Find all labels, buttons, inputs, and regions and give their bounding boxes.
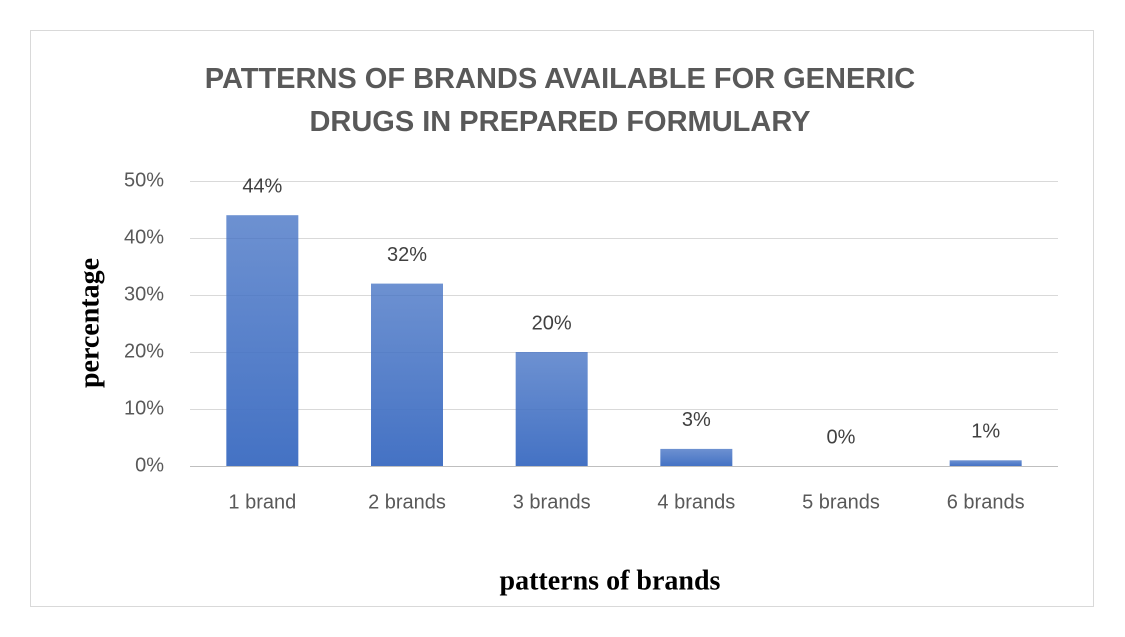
bar — [660, 448, 733, 466]
data-label: 20% — [532, 312, 572, 334]
y-tick-label: 40% — [124, 226, 164, 248]
x-tick-label: 5 brands — [802, 491, 880, 513]
x-axis-label: patterns of brands — [500, 565, 721, 596]
x-tick-label: 6 brands — [947, 491, 1025, 513]
data-label: 3% — [682, 409, 711, 431]
data-label: 1% — [971, 421, 1000, 443]
data-label: 32% — [387, 244, 427, 266]
x-tick-label: 3 brands — [513, 491, 591, 513]
y-tick-label: 30% — [124, 283, 164, 305]
bar — [515, 352, 588, 466]
y-tick-label: 50% — [124, 169, 164, 191]
y-axis-label: percentage — [74, 258, 105, 388]
y-tick-label: 0% — [135, 454, 164, 476]
x-tick-label: 1 brand — [228, 491, 296, 513]
bar — [226, 215, 299, 466]
x-tick-label: 4 brands — [657, 491, 735, 513]
data-label: 0% — [827, 426, 856, 448]
y-tick-label: 10% — [124, 397, 164, 419]
chart-frame — [30, 30, 1094, 607]
x-tick-label: 2 brands — [368, 491, 446, 513]
y-tick-label: 20% — [124, 340, 164, 362]
chart-title: PATTERNS OF BRANDS AVAILABLE FOR GENERIC… — [204, 63, 916, 138]
bar — [949, 460, 1022, 466]
data-label: 44% — [242, 175, 282, 197]
bar — [371, 283, 443, 466]
